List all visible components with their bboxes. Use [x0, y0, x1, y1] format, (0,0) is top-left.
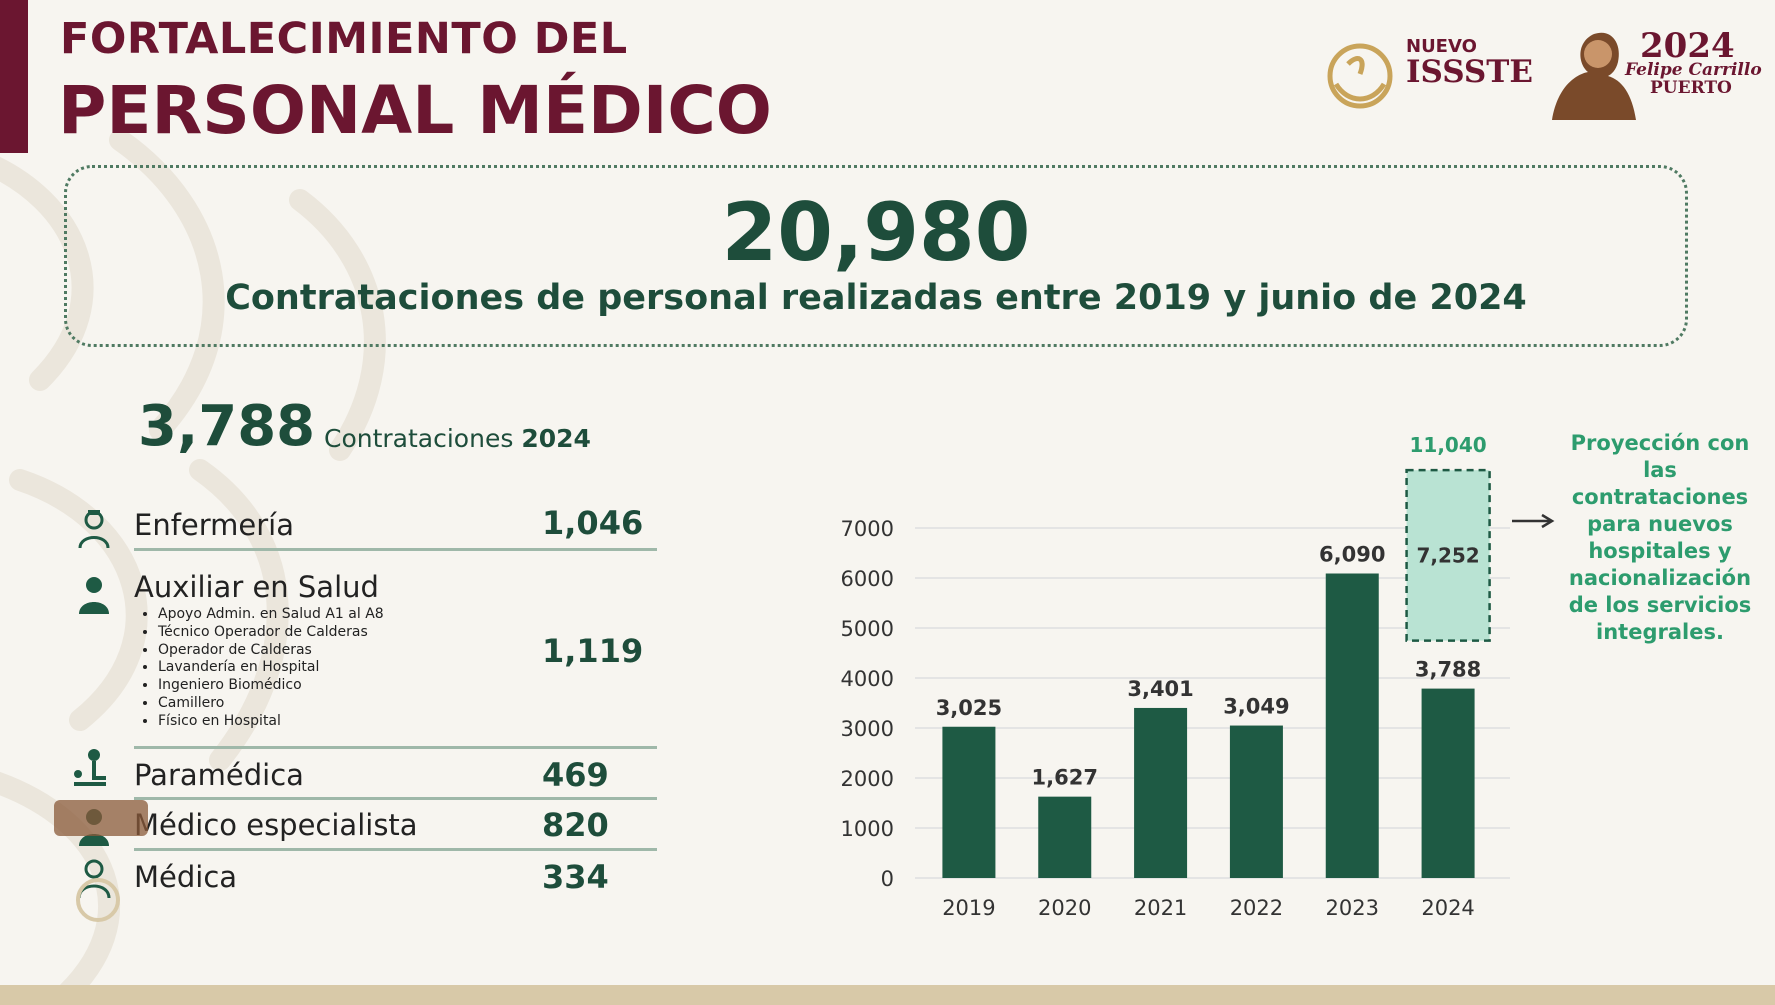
- category-name-enfermeria: Enfermería: [134, 508, 295, 542]
- bottom-band: [0, 985, 1775, 1005]
- category-name-especialista: Médico especialista: [134, 808, 418, 842]
- bar-2019: [942, 726, 996, 878]
- x-tick-label: 2019: [942, 896, 995, 920]
- subitem: Técnico Operador de Calderas: [158, 624, 384, 642]
- y-tick-label: 2000: [841, 767, 894, 791]
- auxiliar-subitems: Apoyo Admin. en Salud A1 al A8 Técnico O…: [134, 606, 384, 731]
- bar-value-label: 1,627: [1032, 766, 1098, 790]
- bar-value-label: 6,090: [1319, 543, 1385, 567]
- y-tick-label: 1000: [841, 817, 894, 841]
- category-name-medica: Médica: [134, 860, 238, 894]
- projection-bar: [1405, 468, 1491, 642]
- summary-box: 20,980 Contrataciones de personal realiz…: [64, 165, 1688, 347]
- subitem: Operador de Calderas: [158, 642, 384, 660]
- y-tick-label: 7000: [841, 517, 894, 541]
- category-divider: [134, 848, 657, 851]
- year-logo-name-2: PUERTO: [1650, 78, 1732, 98]
- bar-2023: [1325, 573, 1379, 878]
- hires-2024-label-text: Contrataciones: [324, 424, 514, 453]
- x-tick-label: 2020: [1038, 896, 1091, 920]
- year-logo-number: 2024: [1640, 26, 1735, 66]
- nurse-icon: [78, 510, 110, 548]
- x-tick-label: 2023: [1326, 896, 1379, 920]
- subitem: Camillero: [158, 695, 384, 713]
- subitem: Físico en Hospital: [158, 713, 384, 731]
- category-value-auxiliar: 1,119: [542, 632, 644, 670]
- category-value-paramedica: 469: [542, 756, 609, 794]
- bar-2022: [1229, 725, 1283, 878]
- category-value-enfermeria: 1,046: [542, 504, 644, 542]
- y-tick-label: 3000: [841, 717, 894, 741]
- page-title-line2: PERSONAL MÉDICO: [58, 72, 772, 149]
- bar-value-label: 3,401: [1127, 677, 1193, 701]
- health-assistant-icon: [79, 577, 109, 614]
- page-title-line1: FORTALECIMIENTO DEL: [60, 14, 628, 64]
- category-name-auxiliar: Auxiliar en Salud: [134, 570, 379, 604]
- government-seal-logo: [54, 800, 148, 922]
- total-hires: 20,980: [721, 186, 1031, 279]
- hires-2024-total: 3,788: [138, 394, 316, 459]
- x-tick-label: 2022: [1230, 896, 1283, 920]
- bar-2021: [1134, 707, 1188, 878]
- x-tick-label: 2024: [1421, 896, 1474, 920]
- bar-2024: [1421, 688, 1475, 878]
- background-pattern: [0, 129, 386, 1005]
- paramedic-icon: [74, 749, 106, 786]
- y-tick-label: 5000: [841, 617, 894, 641]
- hires-2024-label: Contrataciones 2024: [324, 424, 591, 453]
- bar-value-label: 3,788: [1415, 658, 1481, 682]
- issste-logo: [1327, 43, 1393, 109]
- subitem: Lavandería en Hospital: [158, 659, 384, 677]
- accent-bar: [0, 0, 28, 153]
- projection-note: Proyección con las contrataciones para n…: [1568, 431, 1752, 644]
- y-tick-label: 4000: [841, 667, 894, 691]
- projection-total-label: 11,040: [1409, 433, 1486, 457]
- x-tick-label: 2021: [1134, 896, 1187, 920]
- y-tick-label: 0: [881, 867, 894, 891]
- bar-value-label: 3,025: [936, 696, 1002, 720]
- projection-added-label: 7,252: [1416, 543, 1479, 567]
- y-tick-label: 6000: [841, 567, 894, 591]
- category-name-paramedica: Paramédica: [134, 758, 304, 792]
- hires-bar-chart: 0 1000 2000 3000 4000 5000 6000 7000 3,025 2019 1,…: [841, 433, 1510, 920]
- issste-label-2: ISSSTE: [1406, 54, 1533, 90]
- category-divider: [134, 797, 657, 800]
- arrow-right-icon: [1512, 513, 1555, 529]
- category-divider: [134, 548, 657, 551]
- category-value-medica: 334: [542, 858, 609, 896]
- subitem: Apoyo Admin. en Salud A1 al A8: [158, 606, 384, 624]
- category-divider: [134, 746, 657, 749]
- category-value-especialista: 820: [542, 806, 609, 844]
- year-logo-name-1: Felipe Carrillo: [1625, 60, 1762, 80]
- year-2024-logo: [1552, 32, 1636, 120]
- bar-value-label: 3,049: [1223, 695, 1289, 719]
- issste-label-1: NUEVO: [1406, 36, 1477, 57]
- hires-2024-year: 2024: [521, 424, 591, 453]
- subitem: Ingeniero Biomédico: [158, 677, 384, 695]
- bar-2020: [1038, 796, 1092, 878]
- total-hires-description: Contrataciones de personal realizadas en…: [225, 278, 1527, 318]
